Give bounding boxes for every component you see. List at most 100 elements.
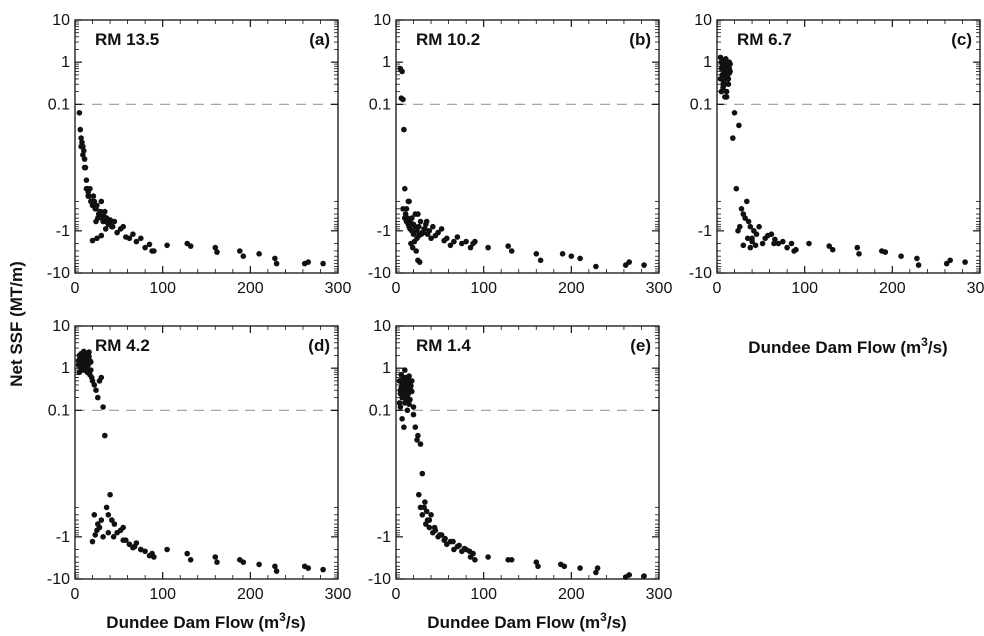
data-point: [109, 223, 116, 230]
data-point: [400, 96, 406, 103]
x-tick-label: 300: [646, 586, 673, 603]
data-point: [184, 550, 190, 557]
data-point: [444, 235, 450, 242]
x-tick-label: 100: [470, 280, 497, 297]
plot-frame: [74, 325, 339, 580]
panel-label: (c): [951, 30, 972, 49]
data-point: [81, 164, 88, 171]
y-tick-label: -10: [368, 265, 391, 282]
data-point: [461, 545, 468, 552]
data-point: [419, 470, 426, 477]
y-tick-label: 0.1: [369, 96, 391, 113]
data-point: [109, 517, 115, 523]
x-axis-label-c: Dundee Dam Flow (m3/s): [748, 335, 947, 357]
data-point: [447, 242, 454, 249]
data-point: [240, 559, 247, 565]
data-point: [142, 548, 148, 555]
data-point: [454, 234, 461, 240]
x-tick-label: 200: [237, 280, 264, 297]
x-tick-label: 300: [325, 280, 352, 297]
data-point: [806, 240, 812, 247]
data-point: [79, 139, 85, 146]
data-point: [423, 218, 430, 225]
data-point: [738, 206, 745, 212]
data-point: [78, 135, 84, 141]
data-point: [164, 546, 170, 553]
data-point: [472, 238, 478, 245]
plot-frame: [716, 19, 981, 274]
data-point: [568, 253, 575, 259]
data-point: [641, 262, 647, 268]
data-point: [146, 241, 153, 248]
data-point: [98, 374, 105, 381]
data-point: [722, 94, 728, 100]
data-point: [86, 349, 92, 355]
panel-site-title: RM 1.4: [416, 336, 471, 355]
data-point: [405, 221, 412, 228]
data-point: [401, 424, 407, 431]
data-point: [559, 251, 566, 257]
data-point: [721, 78, 727, 85]
data-point: [723, 74, 729, 80]
y-tick-label: 1: [61, 54, 70, 71]
data-point: [85, 193, 91, 199]
y-tick-label: -10: [47, 265, 70, 282]
data-point: [320, 260, 326, 267]
data-point: [88, 198, 95, 205]
data-point: [83, 177, 90, 183]
data-point: [84, 365, 91, 372]
data-point: [737, 223, 743, 230]
y-tick-label: -1: [377, 529, 391, 546]
data-point: [212, 554, 219, 560]
x-tick-label: 300: [325, 586, 352, 603]
data-point: [430, 223, 436, 230]
x-axis-label-sup: 3: [600, 610, 607, 624]
x-tick-label: 0: [713, 280, 722, 297]
data-point: [753, 231, 760, 237]
data-point: [305, 565, 312, 571]
data-point: [723, 88, 730, 95]
data-point: [426, 517, 433, 523]
data-point: [256, 561, 262, 568]
data-point: [409, 244, 416, 251]
data-point: [102, 208, 108, 215]
data-point: [86, 353, 92, 360]
y-tick-label: 0.1: [369, 402, 391, 419]
x-tick-label: 200: [558, 586, 585, 603]
data-point: [915, 262, 922, 268]
x-tick-label: 200: [558, 280, 585, 297]
panel-label: (e): [630, 336, 651, 355]
x-axis-label-d: Dundee Dam Flow (m3/s): [106, 610, 305, 632]
data-point: [237, 248, 243, 254]
x-axis-label-text: Dundee Dam Flow (m: [427, 613, 600, 632]
data-point: [422, 226, 428, 232]
data-point: [733, 185, 740, 192]
data-point: [745, 218, 752, 225]
data-point: [451, 238, 457, 245]
data-point: [78, 143, 84, 150]
y-tick-label: -1: [698, 223, 712, 240]
data-point: [120, 223, 126, 230]
data-point: [508, 248, 515, 254]
data-point: [111, 521, 118, 527]
data-point: [422, 499, 428, 505]
data-point: [426, 524, 433, 531]
x-tick-label: 0: [71, 280, 80, 297]
y-tick-label: -10: [47, 571, 70, 588]
data-point: [437, 532, 443, 538]
y-tick-label: 1: [382, 360, 391, 377]
data-point: [102, 226, 109, 232]
y-tick-label: 0.1: [48, 96, 70, 113]
data-point: [414, 437, 420, 443]
data-point: [87, 185, 93, 192]
data-point: [505, 243, 512, 249]
data-point: [151, 554, 157, 560]
data-point: [784, 244, 790, 251]
data-point: [409, 388, 415, 395]
data-point: [81, 156, 88, 162]
data-point: [398, 386, 405, 392]
data-point: [731, 110, 738, 116]
data-point: [81, 350, 88, 357]
data-point: [105, 512, 112, 518]
data-point: [95, 394, 101, 401]
